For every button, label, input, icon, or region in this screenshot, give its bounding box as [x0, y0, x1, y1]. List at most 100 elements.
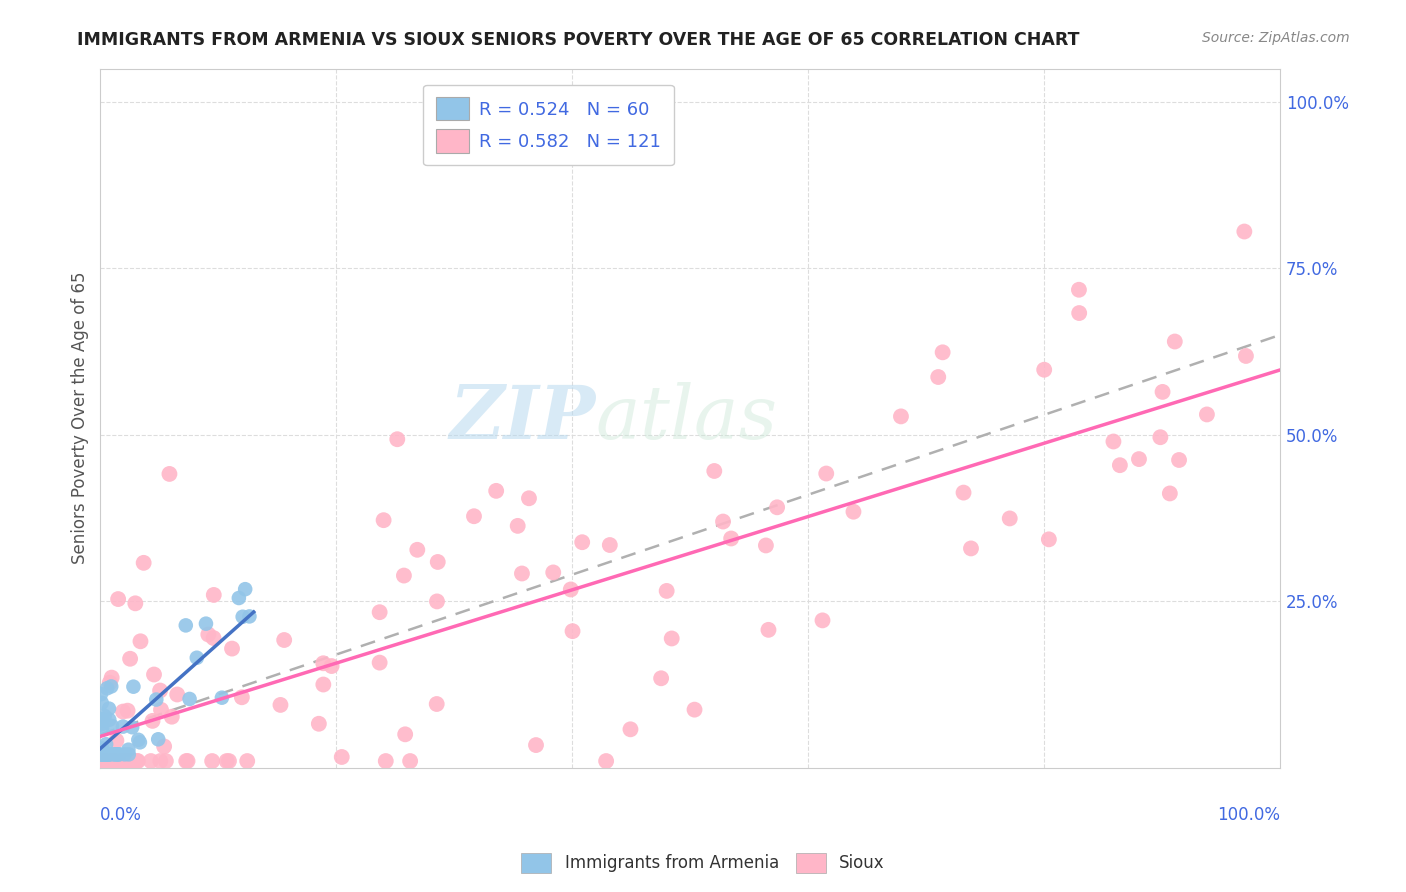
Point: [153, 739, 176, 754]
Point: [426, 594, 449, 608]
Point: [94, 737, 117, 751]
Point: [373, 513, 395, 527]
Point: [155, 754, 177, 768]
Point: [755, 538, 778, 552]
Point: [93, 747, 115, 762]
Point: [90, 747, 112, 762]
Point: [202, 631, 225, 645]
Point: [90, 687, 112, 701]
Point: [1067, 283, 1090, 297]
Point: [105, 733, 128, 747]
Text: 0.0%: 0.0%: [100, 806, 142, 824]
Point: [91, 743, 114, 757]
Point: [1234, 349, 1257, 363]
Point: [90, 712, 112, 726]
Point: [233, 582, 256, 597]
Point: [104, 754, 127, 768]
Point: [118, 754, 141, 768]
Point: [238, 609, 260, 624]
Point: [114, 754, 136, 768]
Point: [94, 747, 117, 762]
Point: [890, 409, 912, 424]
Point: [105, 747, 128, 762]
Point: [387, 432, 409, 446]
Point: [117, 742, 139, 756]
Point: [650, 671, 672, 685]
Point: [149, 754, 172, 768]
Point: [127, 732, 149, 747]
Point: [321, 659, 343, 673]
Point: [96, 747, 118, 762]
Point: [98, 713, 121, 727]
Point: [368, 656, 391, 670]
Point: [111, 754, 134, 768]
Point: [1102, 434, 1125, 449]
Point: [619, 723, 641, 737]
Point: [91, 743, 114, 757]
Point: [91, 747, 114, 762]
Point: [541, 566, 564, 580]
Legend: Immigrants from Armenia, Sioux: Immigrants from Armenia, Sioux: [515, 847, 891, 880]
Point: [91, 713, 114, 727]
Point: [368, 605, 391, 619]
Point: [94, 747, 117, 762]
Point: [91, 747, 114, 762]
Point: [141, 714, 163, 728]
Point: [1128, 452, 1150, 467]
Point: [101, 754, 124, 768]
Point: [174, 618, 197, 632]
Point: [150, 703, 173, 717]
Point: [1152, 384, 1174, 399]
Point: [114, 747, 136, 762]
Point: [149, 683, 172, 698]
Point: [125, 754, 148, 768]
Point: [1168, 453, 1191, 467]
Point: [93, 747, 115, 762]
Point: [952, 485, 974, 500]
Point: [122, 754, 145, 768]
Point: [711, 515, 734, 529]
Text: Source: ZipAtlas.com: Source: ZipAtlas.com: [1202, 31, 1350, 45]
Point: [145, 692, 167, 706]
Point: [1233, 225, 1256, 239]
Point: [236, 754, 259, 768]
Point: [159, 467, 181, 481]
Point: [93, 754, 115, 768]
Point: [758, 623, 780, 637]
Point: [766, 500, 789, 515]
Point: [120, 652, 142, 666]
Point: [166, 688, 188, 702]
Point: [661, 632, 683, 646]
Text: IMMIGRANTS FROM ARMENIA VS SIOUX SENIORS POVERTY OVER THE AGE OF 65 CORRELATION : IMMIGRANTS FROM ARMENIA VS SIOUX SENIORS…: [77, 31, 1080, 49]
Point: [121, 720, 143, 734]
Point: [93, 747, 115, 762]
Point: [211, 690, 233, 705]
Point: [111, 720, 134, 734]
Point: [129, 735, 152, 749]
Point: [194, 616, 217, 631]
Point: [104, 754, 127, 768]
Point: [202, 588, 225, 602]
Point: [1149, 430, 1171, 444]
Point: [232, 609, 254, 624]
Point: [107, 592, 129, 607]
Point: [122, 680, 145, 694]
Point: [595, 754, 617, 768]
Point: [1164, 334, 1187, 349]
Point: [426, 697, 449, 711]
Text: 100.0%: 100.0%: [1218, 806, 1281, 824]
Point: [118, 747, 141, 762]
Point: [228, 591, 250, 605]
Point: [90, 745, 112, 759]
Point: [90, 743, 112, 757]
Point: [91, 747, 114, 762]
Point: [97, 747, 120, 762]
Point: [90, 696, 112, 710]
Point: [218, 754, 240, 768]
Point: [96, 747, 118, 762]
Point: [111, 754, 134, 768]
Point: [110, 754, 132, 768]
Point: [1159, 486, 1181, 500]
Text: atlas: atlas: [596, 382, 778, 454]
Point: [179, 692, 201, 706]
